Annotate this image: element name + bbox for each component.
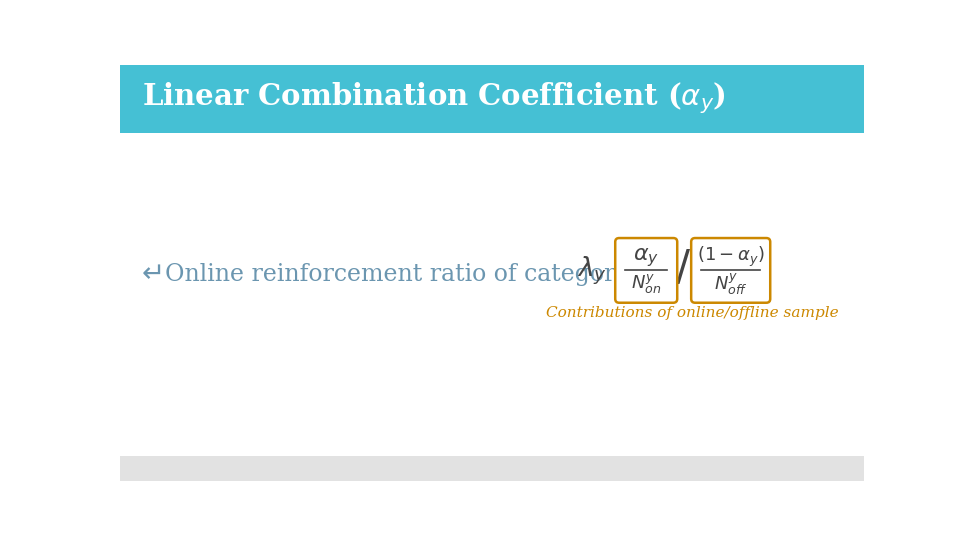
Text: $N_{on}^{y}$: $N_{on}^{y}$: [631, 273, 661, 296]
Text: $/$: $/$: [675, 247, 690, 289]
Text: Online reinforcement ratio of category y: Online reinforcement ratio of category y: [165, 263, 650, 286]
FancyBboxPatch shape: [691, 238, 770, 303]
Text: $\alpha_y$: $\alpha_y$: [634, 246, 660, 269]
Text: $(1-\alpha_y)$: $(1-\alpha_y)$: [697, 245, 764, 269]
FancyBboxPatch shape: [120, 65, 864, 132]
Text: ↵: ↵: [142, 260, 165, 288]
Text: Contributions of online/offline sample: Contributions of online/offline sample: [546, 306, 839, 320]
Text: $N_{off}^{y}$: $N_{off}^{y}$: [714, 271, 748, 297]
FancyBboxPatch shape: [120, 456, 864, 481]
Text: Linear Combination Coefficient ($\alpha_y$): Linear Combination Coefficient ($\alpha_…: [142, 81, 726, 117]
FancyBboxPatch shape: [615, 238, 677, 303]
Text: $\lambda_y\, =\,$: $\lambda_y\, =\,$: [577, 254, 636, 287]
